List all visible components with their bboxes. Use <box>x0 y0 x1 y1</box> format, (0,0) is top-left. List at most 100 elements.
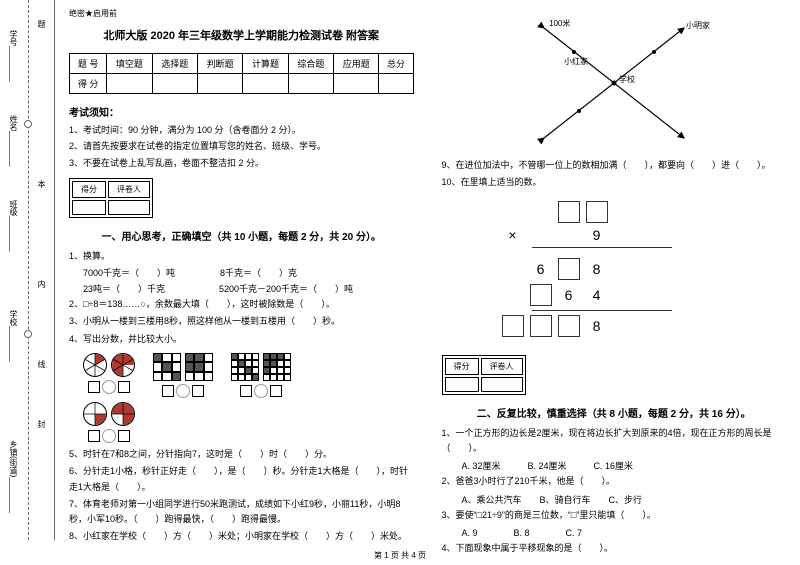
s2q3-opts: A. 9 B. 8 C. 7 <box>442 525 787 541</box>
head-cell <box>197 74 242 94</box>
head-cell: 选择题 <box>152 54 197 74</box>
digit: 6 <box>558 287 580 303</box>
gutter-field-class: 班级________ <box>8 200 19 252</box>
gutter-mark: 内 <box>36 280 47 288</box>
digit: 8 <box>586 261 608 277</box>
direction-diagram: 100米 小明家 小红家 学校 <box>504 8 724 158</box>
q6: 6、分针走1小格，秒针正好走（ ），是（ ）秒。分针走1大格是（ ），时针走1大… <box>69 464 414 495</box>
score-label: 得分 <box>72 181 106 198</box>
digit: 6 <box>530 261 552 277</box>
grid-fraction-icon <box>263 353 291 381</box>
section1-title: 一、用心思考，正确填空（共 10 小题，每题 2 分，共 20 分）。 <box>69 228 414 243</box>
fraction-shapes-row <box>83 353 414 398</box>
fraction-compare <box>88 429 130 443</box>
multiplication-problem: ×9 68 64 8 <box>502 201 787 337</box>
head-cell <box>334 74 379 94</box>
q4: 4、写出分数，并比较大小。 <box>69 332 414 347</box>
fraction-compare <box>240 384 282 398</box>
circle-fraction-icon <box>111 402 135 426</box>
binding-gutter: 学号________ 姓名________ 班级________ 学校_____… <box>0 0 55 540</box>
gutter-field-name: 姓名________ <box>8 115 19 167</box>
digit: 8 <box>586 318 608 334</box>
s2q1: 1、一个正方形的边长是2厘米，现在将边长扩大到原来的4倍，现在正方形的周长是（ … <box>442 426 787 457</box>
head-cell: 得 分 <box>70 74 107 94</box>
diagram-label-tl: 100米 <box>549 18 570 28</box>
head-cell <box>107 74 152 94</box>
notice-item: 3、不要在试卷上乱写乱画，卷面不整洁扣 2 分。 <box>69 156 414 170</box>
page-footer: 第 1 页 共 4 页 <box>0 550 800 561</box>
gutter-field-id: 学号________ <box>8 30 19 82</box>
q9: 9、在进位加法中，不管哪一位上的数相加满（ ），都要向（ ）进（ ）。 <box>442 158 787 173</box>
q1: 1、换算。 <box>69 249 414 264</box>
score-label: 得分 <box>445 358 479 375</box>
calc-line <box>532 247 672 248</box>
notice-item: 1、考试时间：90 分钟，满分为 100 分（含卷面分 2 分）。 <box>69 123 414 137</box>
gutter-mark: 封 <box>36 420 47 428</box>
shape-col <box>83 402 135 443</box>
gutter-mark: 本 <box>36 180 47 188</box>
notice-item: 2、请首先按要求在试卷的指定位置填写您的姓名、班级、学号。 <box>69 139 414 153</box>
circle-fraction-icon <box>111 353 135 377</box>
q1-line: 7000千克＝（ ）吨 8千克＝（ ）克 <box>69 266 414 281</box>
blank-box <box>558 201 580 223</box>
head-cell: 题 号 <box>70 54 107 74</box>
q10: 10、在里填上适当的数。 <box>442 175 787 190</box>
times-sign: × <box>502 227 524 243</box>
gutter-field-town: 乡镇(街道)________ <box>8 440 19 513</box>
q1-line: 23吨＝（ ）千克 5200千克－200千克＝（ ）吨 <box>69 282 414 297</box>
q7: 7、体育老师对第一小组同学进行50米跑测试，成绩如下小红9秒，小丽11秒，小明8… <box>69 497 414 528</box>
shape-col <box>83 353 135 394</box>
gutter-dot <box>24 120 32 128</box>
head-cell: 判断题 <box>197 54 242 74</box>
fraction-compare <box>88 380 130 394</box>
digit: 4 <box>586 287 608 303</box>
section-score-box: 得分评卷人 <box>69 178 153 218</box>
s2q2-opts: A、乘公共汽车 B、骑自行车 C、步行 <box>442 492 787 508</box>
grader-label: 评卷人 <box>481 358 523 375</box>
q5: 5、时针在7和8之间，分针指向7，这时是（ ）时（ ）分。 <box>69 447 414 462</box>
head-cell: 应用题 <box>334 54 379 74</box>
blank-box <box>530 315 552 337</box>
section-score-box: 得分评卷人 <box>442 355 526 395</box>
notice-title: 考试须知： <box>69 104 414 119</box>
svg-text:小红家: 小红家 <box>564 56 588 66</box>
fraction-shapes-row2 <box>83 402 414 443</box>
gutter-dot <box>24 330 32 338</box>
s2q1-opts: A. 32厘米 B. 24厘米 C. 16厘米 <box>442 458 787 474</box>
q3: 3、小明从一楼到三楼用8秒，照这样他从一楼到五楼用（ ）秒。 <box>69 314 414 329</box>
blank-box <box>558 315 580 337</box>
grid-fraction-icon <box>231 353 259 381</box>
score-summary-table: 题 号 填空题 选择题 判断题 计算题 综合题 应用题 总分 得 分 <box>69 53 414 94</box>
calc-line <box>532 310 672 311</box>
shape-col <box>153 353 213 398</box>
blank-box <box>558 258 580 280</box>
head-cell <box>243 74 288 94</box>
gutter-dashed-line <box>28 0 29 540</box>
grid-fraction-icon <box>153 353 181 381</box>
circle-fraction-icon <box>83 402 107 426</box>
head-cell: 填空题 <box>107 54 152 74</box>
secret-label: 绝密★启用前 <box>69 8 414 19</box>
blank-box <box>530 284 552 306</box>
fraction-compare <box>162 384 204 398</box>
shape-col <box>231 353 291 398</box>
exam-title: 北师大版 2020 年三年级数学上学期能力检测试卷 附答案 <box>69 27 414 43</box>
right-column: 100米 小明家 小红家 学校 9、在进位加法中，不管哪一位上的数相加满（ ），… <box>428 0 800 540</box>
gutter-field-school: 学校________ <box>8 310 19 362</box>
left-column: 绝密★启用前 北师大版 2020 年三年级数学上学期能力检测试卷 附答案 题 号… <box>55 0 428 540</box>
head-cell <box>152 74 197 94</box>
head-cell: 总分 <box>379 54 413 74</box>
head-cell <box>288 74 333 94</box>
svg-text:学校: 学校 <box>619 74 635 84</box>
q2: 2、□÷8＝138……○，余数最大填（ ），这时被除数是（ ）。 <box>69 297 414 312</box>
grid-fraction-icon <box>185 353 213 381</box>
q8: 8、小红家在学校（ ）方（ ）米处；小明家在学校（ ）方（ ）米处。 <box>69 529 414 544</box>
digit: 9 <box>586 227 608 243</box>
gutter-mark: 题 <box>36 20 47 28</box>
blank-box <box>502 315 524 337</box>
grader-label: 评卷人 <box>108 181 150 198</box>
gutter-mark: 线 <box>36 360 47 368</box>
s2q3: 3、要使“□21÷9”的商是三位数，“□”里只能填（ ）。 <box>442 508 787 523</box>
s2q2: 2、爸爸3小时行了210千米，他是（ ）。 <box>442 474 787 489</box>
section2-title: 二、反复比较，慎重选择（共 8 小题，每题 2 分，共 16 分）。 <box>442 405 787 420</box>
